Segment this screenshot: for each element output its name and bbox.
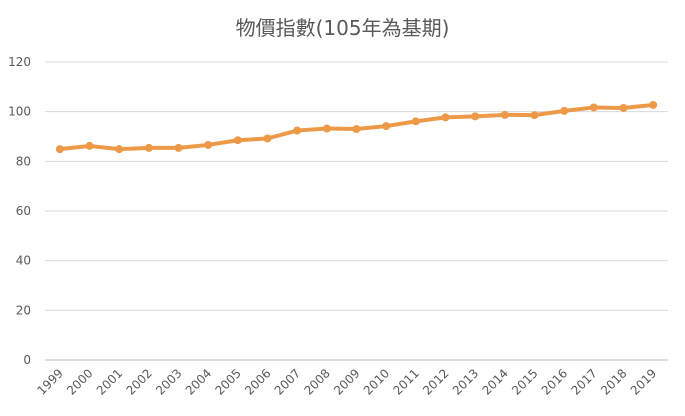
x-tick-label: 2002 xyxy=(123,366,154,397)
data-point xyxy=(411,117,420,126)
x-tick-label: 2016 xyxy=(539,366,570,397)
x-tick-label: 2013 xyxy=(450,366,481,397)
x-tick-label: 2018 xyxy=(598,366,629,397)
x-tick-label: 2001 xyxy=(94,366,125,397)
gridlines xyxy=(45,61,668,361)
x-tick-label: 2004 xyxy=(183,366,214,397)
x-axis-ticks: 1999200020012002200320042005200620072008… xyxy=(34,366,659,397)
x-tick-label: 2012 xyxy=(420,366,451,397)
data-point xyxy=(441,113,450,122)
data-point xyxy=(530,111,539,120)
y-tick-label: 0 xyxy=(23,353,31,367)
x-tick-label: 2015 xyxy=(509,366,540,397)
x-tick-label: 2007 xyxy=(272,366,303,397)
y-tick-label: 20 xyxy=(16,303,31,317)
data-point xyxy=(589,103,598,112)
y-tick-label: 100 xyxy=(8,105,31,119)
data-point xyxy=(115,145,124,154)
data-point xyxy=(619,103,628,112)
x-tick-label: 2009 xyxy=(331,366,362,397)
x-tick-label: 2011 xyxy=(390,366,421,397)
data-point xyxy=(85,141,94,150)
data-point xyxy=(55,145,64,154)
data-point xyxy=(352,125,361,134)
x-tick-label: 2005 xyxy=(212,366,243,397)
x-tick-label: 2008 xyxy=(301,366,332,397)
y-tick-label: 80 xyxy=(16,154,31,168)
x-tick-label: 1999 xyxy=(34,366,65,397)
data-point xyxy=(560,106,569,115)
data-point xyxy=(204,140,213,149)
series-layer xyxy=(55,100,658,154)
data-point xyxy=(382,122,391,131)
x-tick-label: 2019 xyxy=(628,366,659,397)
y-tick-label: 120 xyxy=(8,55,31,69)
x-tick-label: 2014 xyxy=(479,366,510,397)
x-tick-label: 2006 xyxy=(242,366,273,397)
data-point xyxy=(322,124,331,133)
x-tick-label: 2017 xyxy=(568,366,599,397)
y-tick-label: 60 xyxy=(16,204,31,218)
data-point xyxy=(263,134,272,143)
data-point xyxy=(500,110,509,119)
x-tick-label: 2003 xyxy=(153,366,184,397)
data-point xyxy=(471,112,480,121)
data-point xyxy=(293,126,302,135)
data-point xyxy=(233,136,242,145)
x-tick-label: 2000 xyxy=(64,366,95,397)
x-tick-label: 2010 xyxy=(361,366,392,397)
chart-title: 物價指數(105年為基期) xyxy=(235,16,450,40)
data-point xyxy=(144,143,153,152)
data-point xyxy=(174,143,183,152)
y-axis-ticks: 0 20 40 60 80 100 120 xyxy=(8,55,31,367)
y-tick-label: 40 xyxy=(16,254,31,268)
data-point xyxy=(649,100,658,109)
